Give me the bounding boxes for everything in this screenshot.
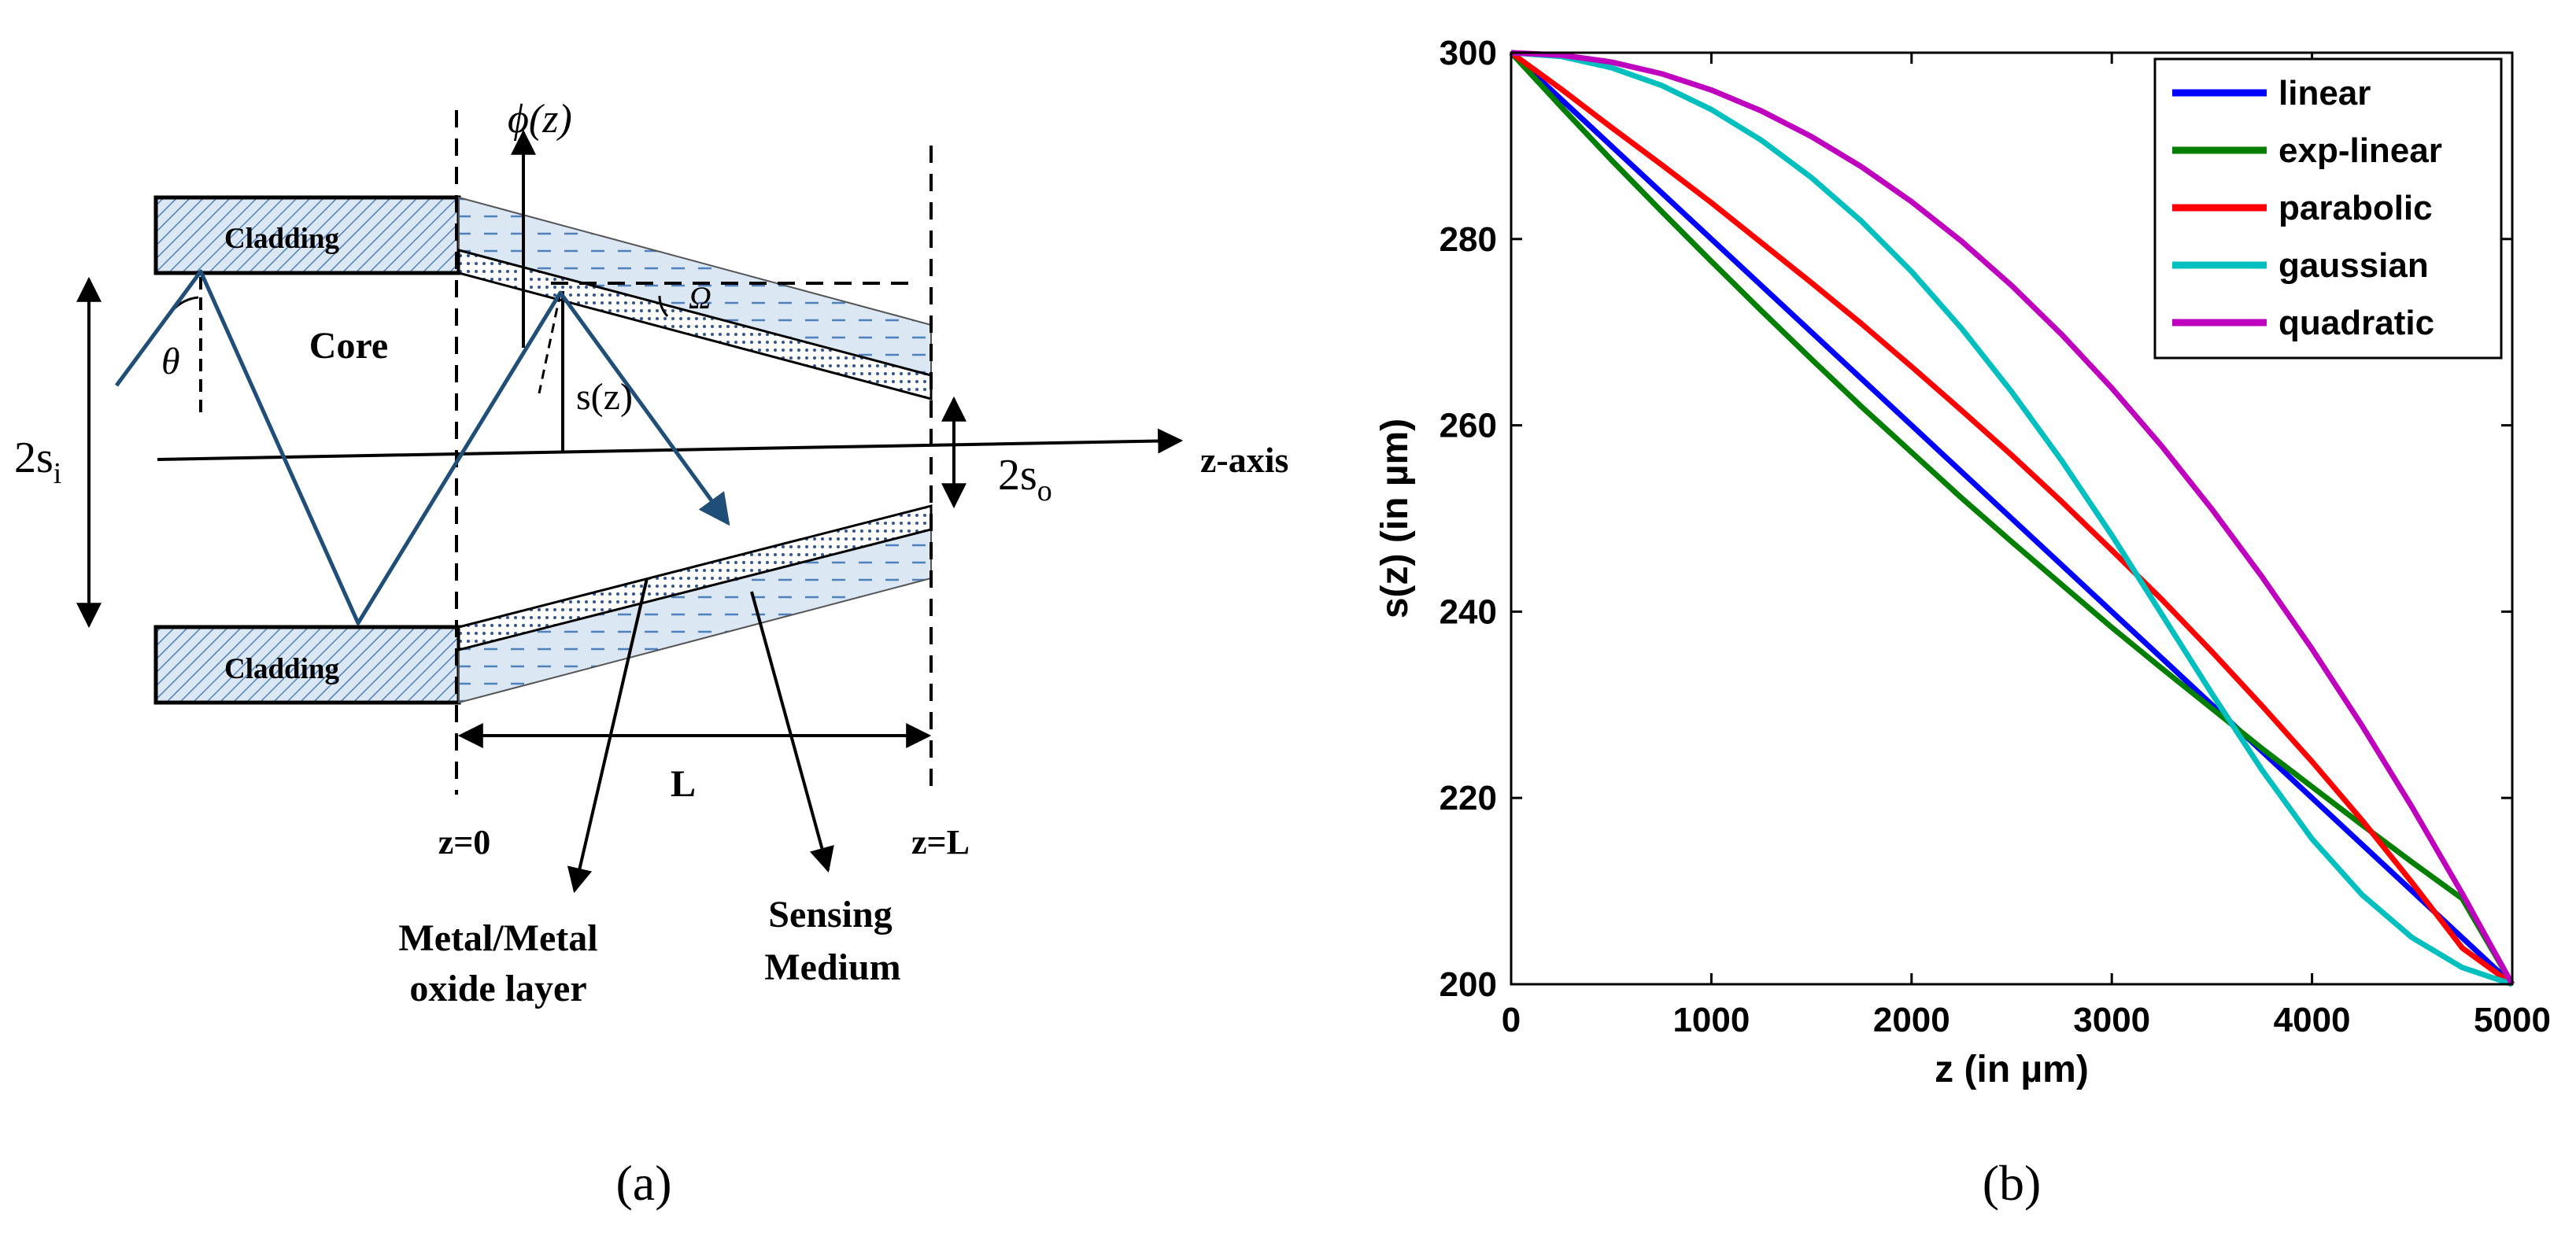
- z0-label: z=0: [438, 823, 491, 862]
- x-tick-label: 0: [1502, 1001, 1521, 1039]
- series-line-exp-linear: [1509, 50, 2515, 986]
- zL-label: z=L: [911, 823, 970, 862]
- series-line-parabolic: [1509, 50, 2515, 987]
- two-so-label: 2so: [998, 451, 1052, 507]
- legend-label-gaussian: gaussian: [2278, 246, 2429, 285]
- legend-label-exp-linear: exp-linear: [2278, 131, 2442, 170]
- x-axis-label: z (in µm): [1935, 1049, 2089, 1090]
- panel-b-chart: 0 1000 2000 3000 4000 5000 200 220 240 260 280 300…: [1374, 34, 2551, 1211]
- series-line-quadratic: [1510, 50, 2515, 986]
- y-tick-label: 220: [1440, 779, 1497, 817]
- panel-a-diagram: Cladding Cladding Core θ Ω ϕ(z) s(z) 2si…: [14, 97, 1288, 1211]
- legend-label-parabolic: parabolic: [2278, 189, 2433, 227]
- x-tick-label: 4000: [2274, 1001, 2351, 1039]
- theta-label: θ: [161, 341, 180, 382]
- x-tick-label: 1000: [1672, 1001, 1750, 1039]
- cladding-bottom-block: [153, 625, 461, 705]
- panel-b-caption: (b): [1983, 1155, 2042, 1211]
- z-axis-label: z-axis: [1200, 440, 1288, 480]
- light-ray: [114, 269, 730, 625]
- z-axis-line: [157, 428, 1184, 461]
- sensing-label-line2: Medium: [764, 946, 900, 988]
- phi-label: ϕ(z): [508, 97, 572, 142]
- cladding-top-label: Cladding: [224, 223, 340, 255]
- y-tick-label: 300: [1440, 34, 1497, 72]
- y-axis-label: s(z) (in µm): [1374, 419, 1416, 618]
- x-tick-label: 2000: [1873, 1001, 1950, 1039]
- series-line-linear: [1509, 50, 2515, 987]
- y-tick-label: 260: [1440, 407, 1497, 445]
- panel-a-caption: (a): [615, 1155, 671, 1211]
- legend: linear exp-linear parabolic gaussian quadrat…: [2153, 57, 2503, 360]
- sensing-label-line1: Sensing: [768, 894, 892, 935]
- core-label: Core: [309, 325, 388, 367]
- x-tick-label: 3000: [2073, 1001, 2150, 1039]
- plot-lines: [1509, 50, 2515, 987]
- cladding-top-block: [153, 195, 461, 275]
- sensing-pointer: [750, 591, 834, 873]
- legend-label-linear: linear: [2278, 74, 2371, 113]
- x-axis: 0 1000 2000 3000 4000 5000: [1502, 53, 2551, 1039]
- y-tick-label: 240: [1440, 592, 1497, 631]
- legend-label-quadratic: quadratic: [2278, 304, 2434, 342]
- metal-layer-top: [457, 249, 933, 400]
- metal-layer-label-line1: Metal/Metal: [398, 917, 597, 959]
- two-si-label: 2si: [14, 434, 61, 490]
- cladding-bottom-label: Cladding: [224, 653, 340, 685]
- tapered-normal: [538, 292, 562, 394]
- y-tick-label: 200: [1440, 965, 1497, 1004]
- series-line-gaussian: [1510, 50, 2514, 987]
- y-tick-label: 280: [1440, 220, 1497, 259]
- metal-pointer: [567, 577, 649, 894]
- sz-label: s(z): [576, 376, 633, 418]
- x-tick-label: 5000: [2474, 1001, 2551, 1039]
- metal-layer-label-line2: oxide layer: [409, 968, 586, 1009]
- length-label: L: [671, 763, 696, 805]
- plot-frame: [1510, 51, 2514, 986]
- omega-arc: [658, 295, 669, 317]
- y-axis: 200 220 240 260 280 300: [1440, 34, 2512, 1004]
- omega-label: Ω: [689, 280, 711, 315]
